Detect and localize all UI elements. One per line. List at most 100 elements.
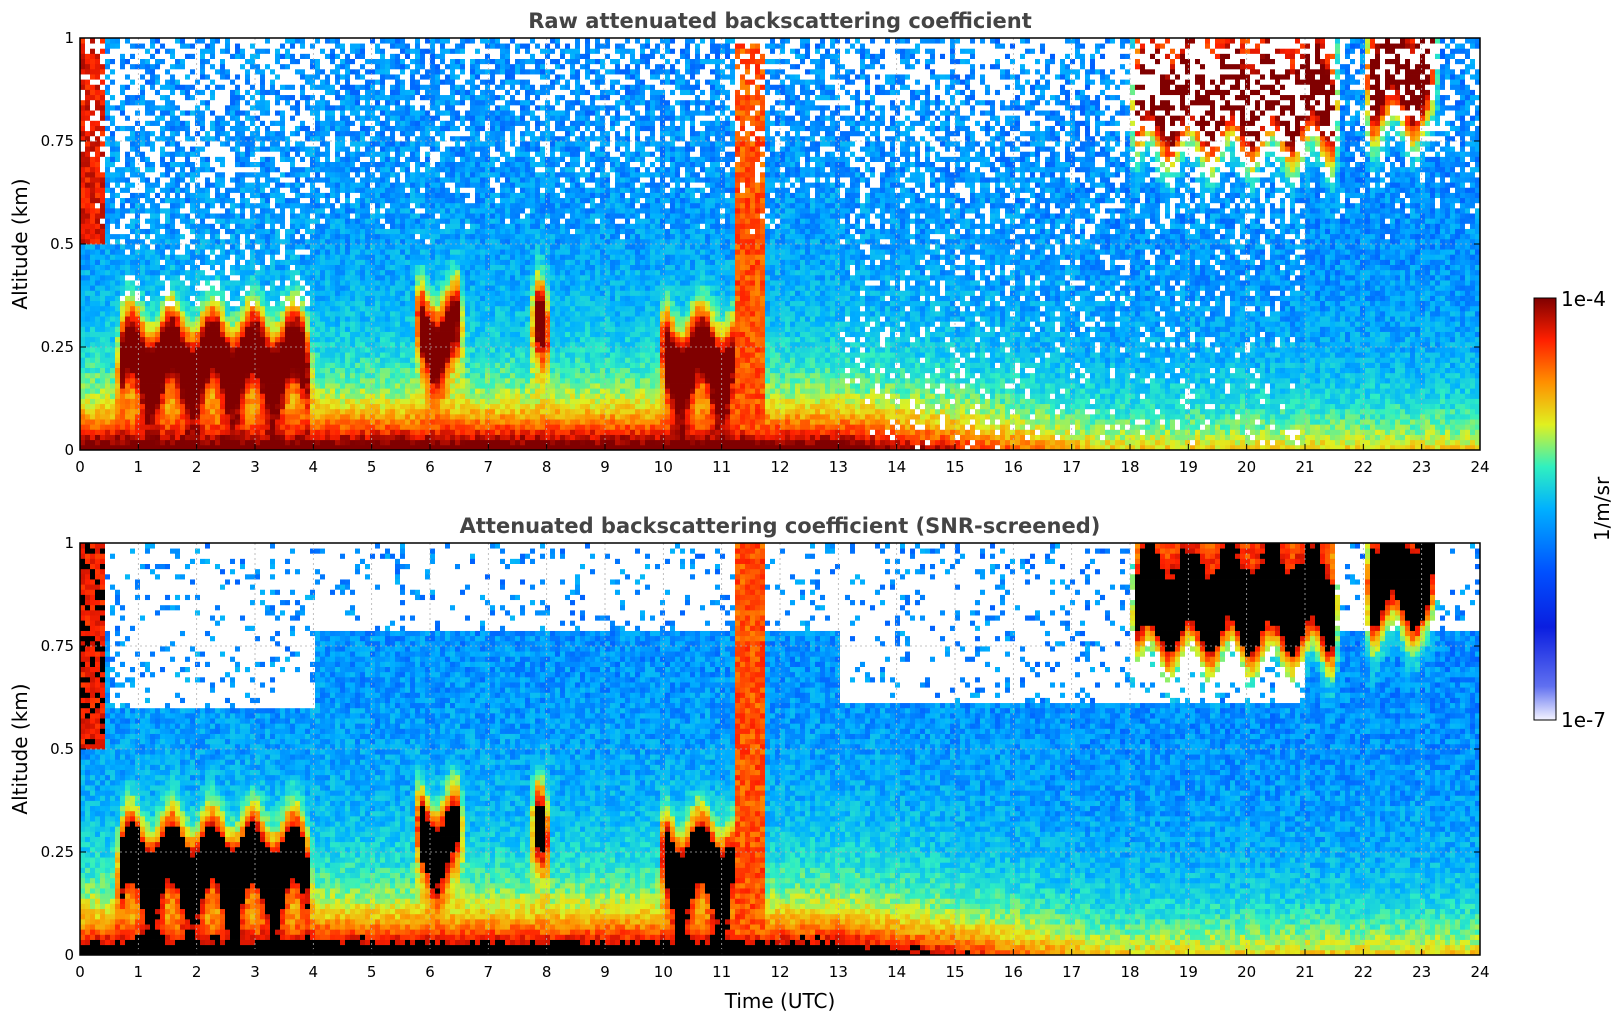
- heatmap-cell: [215, 316, 221, 322]
- heatmap-cell: [175, 202, 181, 209]
- heatmap-cell: [160, 89, 166, 96]
- heatmap-cell: [145, 141, 151, 147]
- heatmap-cell: [325, 43, 331, 49]
- heatmap-cell: [265, 372, 271, 379]
- heatmap-cell: [140, 197, 146, 204]
- heatmap-cell: [225, 439, 231, 446]
- heatmap-cell: [385, 408, 391, 415]
- heatmap-cell: [355, 233, 361, 240]
- heatmap-cell: [365, 177, 371, 183]
- heatmap-cell: [230, 264, 236, 271]
- heatmap-cell: [185, 228, 191, 235]
- heatmap-cell: [185, 58, 191, 65]
- heatmap-cell: [115, 336, 121, 343]
- heatmap-cell: [115, 120, 121, 126]
- heatmap-cell: [265, 362, 271, 368]
- heatmap-cell: [380, 388, 386, 394]
- heatmap-cell: [390, 424, 396, 430]
- heatmap-cell: [150, 48, 156, 54]
- heatmap-cell: [185, 233, 191, 240]
- heatmap-cell: [80, 238, 86, 245]
- heatmap-cell: [240, 413, 246, 420]
- heatmap-cell: [260, 444, 266, 450]
- heatmap-cell: [350, 110, 356, 116]
- heatmap-cell: [285, 419, 291, 425]
- heatmap-cell: [210, 84, 216, 90]
- heatmap-cell: [210, 295, 216, 302]
- heatmap-cell: [140, 259, 146, 265]
- heatmap-cell: [165, 336, 171, 343]
- heatmap-cell: [245, 171, 251, 178]
- heatmap-cell: [165, 372, 171, 379]
- heatmap-cell: [305, 347, 311, 353]
- heatmap-cell: [200, 187, 206, 193]
- heatmap-cell: [245, 326, 251, 332]
- heatmap-cell: [185, 264, 191, 271]
- heatmap-cell: [280, 316, 286, 322]
- heatmap-cell: [340, 156, 346, 162]
- heatmap-cell: [235, 269, 241, 276]
- heatmap-cell: [335, 48, 341, 54]
- heatmap-cell: [245, 388, 251, 394]
- heatmap-cell: [115, 388, 121, 394]
- heatmap-cell: [285, 43, 291, 49]
- heatmap-cell: [295, 439, 301, 446]
- heatmap-cell: [270, 362, 276, 368]
- heatmap-cell: [345, 444, 351, 450]
- heatmap-cell: [225, 192, 231, 199]
- heatmap-cell: [85, 38, 91, 44]
- heatmap-cell: [350, 146, 356, 152]
- heatmap-cell: [340, 347, 346, 353]
- heatmap-cell: [350, 94, 356, 101]
- heatmap-cell: [370, 274, 376, 281]
- heatmap-cell: [100, 99, 106, 106]
- heatmap-cell: [100, 141, 106, 147]
- heatmap-cell: [385, 357, 391, 363]
- heatmap-cell: [145, 99, 151, 106]
- heatmap-cell: [180, 58, 186, 65]
- heatmap-cell: [190, 74, 196, 80]
- heatmap-cell: [315, 434, 321, 441]
- heatmap-cell: [90, 388, 96, 394]
- heatmap-cell: [185, 63, 191, 70]
- heatmap-cell: [85, 218, 91, 224]
- heatmap-cell: [335, 99, 341, 106]
- heatmap-cell: [95, 79, 101, 85]
- heatmap-cell: [120, 264, 126, 271]
- heatmap-cell: [125, 135, 131, 142]
- heatmap-cell: [370, 388, 376, 394]
- heatmap-cell: [205, 58, 211, 65]
- heatmap-cell: [185, 444, 191, 450]
- heatmap-cell: [350, 408, 356, 415]
- heatmap-cell: [145, 259, 151, 265]
- heatmap-cell: [280, 63, 286, 70]
- heatmap-cell: [175, 141, 181, 147]
- heatmap-cell: [375, 171, 381, 178]
- heatmap-cell: [250, 295, 256, 302]
- heatmap-cell: [105, 326, 111, 332]
- heatmap-cell: [300, 151, 306, 157]
- heatmap-cell: [240, 254, 246, 260]
- heatmap-cell: [190, 413, 196, 420]
- heatmap-cell: [175, 213, 181, 219]
- heatmap-cell: [295, 269, 301, 276]
- heatmap-cell: [140, 269, 146, 276]
- heatmap-cell: [370, 74, 376, 80]
- heatmap-cell: [170, 197, 176, 204]
- heatmap-cell: [85, 141, 91, 147]
- heatmap-cell: [80, 388, 86, 394]
- heatmap-cell: [130, 187, 136, 193]
- heatmap-cell: [385, 341, 391, 348]
- heatmap-cell: [365, 336, 371, 343]
- heatmap-cell: [205, 53, 211, 59]
- heatmap-cell: [235, 290, 241, 296]
- heatmap-cell: [380, 110, 386, 116]
- heatmap-cell: [100, 388, 106, 394]
- heatmap-cell: [195, 403, 201, 410]
- heatmap-cell: [115, 321, 121, 327]
- heatmap-cell: [175, 53, 181, 59]
- heatmap-cell: [335, 388, 341, 394]
- heatmap-cell: [260, 63, 266, 70]
- heatmap-cell: [315, 207, 321, 214]
- heatmap-cell: [270, 300, 276, 307]
